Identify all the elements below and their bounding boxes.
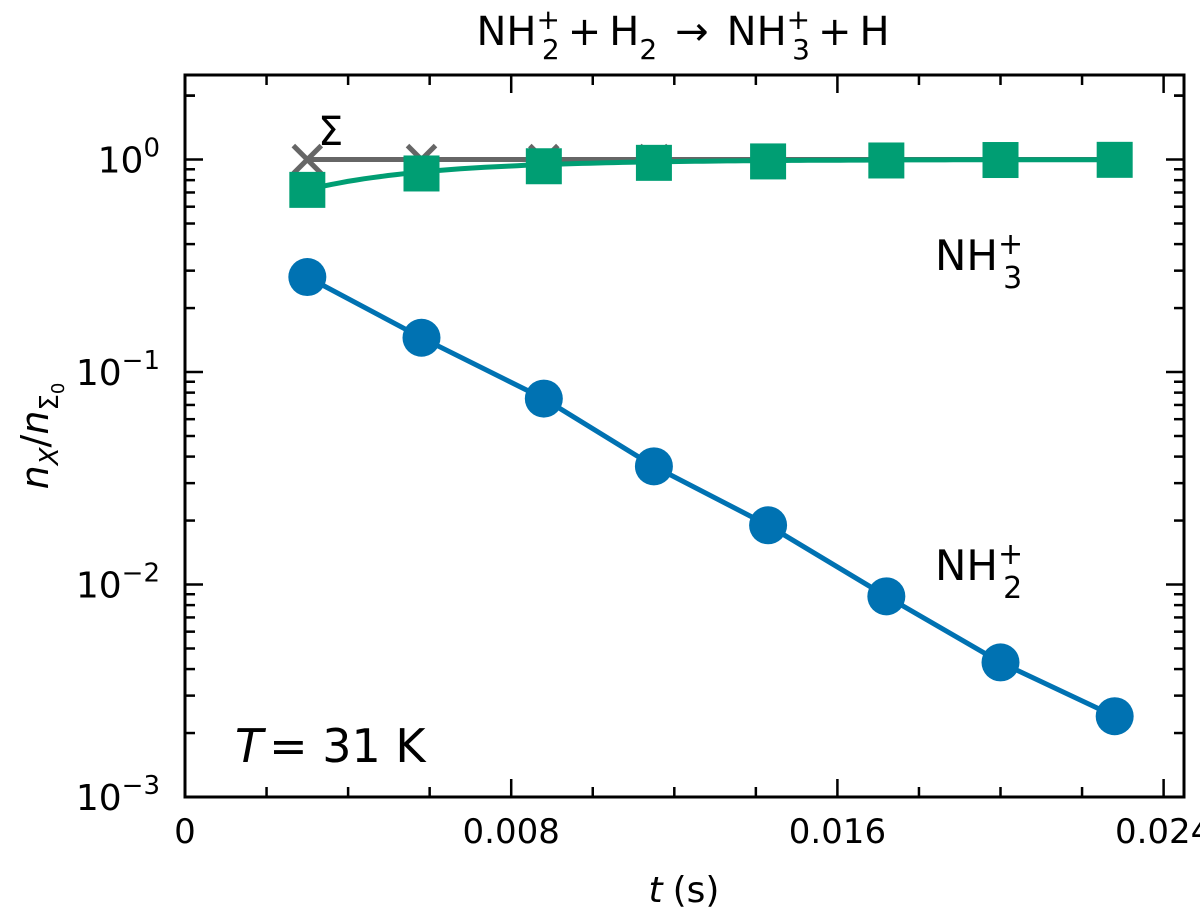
nh2-marker <box>749 506 788 545</box>
x-axis-label: t (s) <box>649 870 720 911</box>
series-line-nh3 <box>306 157 1115 193</box>
nh3-marker <box>750 143 787 180</box>
sigma-marker <box>291 143 324 176</box>
x-tick-label: 0.016 <box>789 812 886 852</box>
nh2-marker <box>402 318 441 357</box>
nh3-marker <box>289 171 326 208</box>
nh3-marker <box>868 142 905 179</box>
nh3-marker <box>403 155 440 192</box>
x-tick-label: 0.024 <box>1115 812 1200 852</box>
series-line-nh2 <box>306 274 1116 719</box>
nh2-marker <box>524 379 563 418</box>
y-tick-label: 10−1 <box>76 346 160 394</box>
series-label-nh3: NH+ 3 <box>935 227 1023 296</box>
y-tick-label: 10−2 <box>76 559 160 607</box>
nh3-marker <box>982 142 1019 179</box>
x-ticks: 0 0.008 0.016 0.024 <box>174 75 1200 852</box>
y-ticks: 100 10−1 10−2 10−3 <box>76 94 1184 819</box>
nh2-marker <box>981 643 1020 682</box>
series-label-nh2: NH+ 2 <box>935 537 1023 606</box>
y-tick-label: 10−3 <box>76 771 160 819</box>
x-tick-label: 0 <box>174 812 196 852</box>
nh2-marker <box>634 447 673 486</box>
nh3-marker <box>1096 141 1133 178</box>
series-layer <box>288 141 1134 736</box>
nh2-marker <box>867 577 906 616</box>
temperature-annotation: T = 31 K <box>235 719 427 773</box>
nh2-marker <box>1095 697 1134 736</box>
y-axis-label: nX/nΣ0 <box>13 383 69 490</box>
nh3-marker <box>525 148 562 185</box>
series-label-sigma: Σ <box>318 109 343 155</box>
chart-title: NH+ 2 + H2 → NH+ 3 + H <box>476 3 889 66</box>
nh2-marker <box>288 258 327 297</box>
nh3-marker <box>635 144 672 181</box>
x-tick-label: 0.008 <box>463 812 560 852</box>
y-tick-label: 100 <box>98 134 160 182</box>
